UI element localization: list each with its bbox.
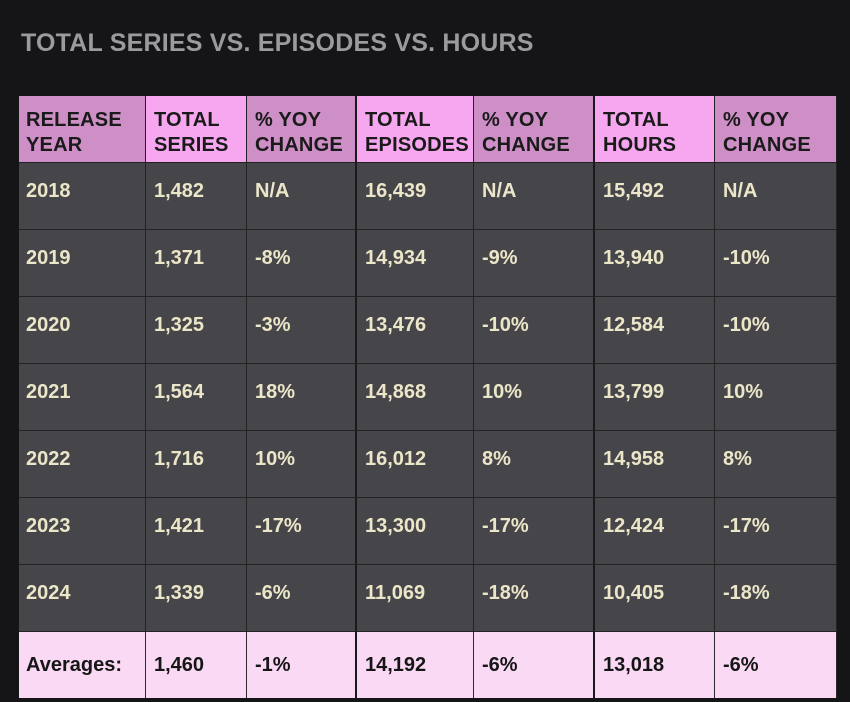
- table-cell: 16,439: [357, 163, 474, 230]
- column-header: % YOY CHANGE: [247, 96, 357, 163]
- table-cell: 12,424: [595, 498, 715, 565]
- average-cell: 13,018: [595, 632, 715, 698]
- table-cell: -10%: [715, 297, 837, 364]
- table-cell: -10%: [715, 230, 837, 297]
- averages-label: Averages:: [19, 632, 146, 698]
- row-year-cell: 2024: [19, 565, 146, 632]
- table-cell: 13,476: [357, 297, 474, 364]
- table-cell: -18%: [474, 565, 595, 632]
- table-cell: 10,405: [595, 565, 715, 632]
- table-cell: 13,799: [595, 364, 715, 431]
- table-cell: N/A: [715, 163, 837, 230]
- row-year-cell: 2020: [19, 297, 146, 364]
- chart-title: TOTAL SERIES VS. EPISODES VS. HOURS: [21, 29, 534, 57]
- table-cell: 10%: [715, 364, 837, 431]
- table-cell: -3%: [247, 297, 357, 364]
- average-cell: -1%: [247, 632, 357, 698]
- column-header: TOTAL HOURS: [595, 96, 715, 163]
- column-header: RELEASE YEAR: [19, 96, 146, 163]
- table-cell: 14,958: [595, 431, 715, 498]
- data-table: RELEASE YEAR TOTAL SERIES% YOY CHANGE TOTA…: [19, 96, 837, 698]
- table-cell: 8%: [715, 431, 837, 498]
- table-cell: -17%: [715, 498, 837, 565]
- average-cell: -6%: [715, 632, 837, 698]
- table-cell: 1,564: [146, 364, 247, 431]
- table-cell: 10%: [247, 431, 357, 498]
- table-cell: -8%: [247, 230, 357, 297]
- row-year-cell: 2019: [19, 230, 146, 297]
- table-cell: 15,492: [595, 163, 715, 230]
- table-cell: 12,584: [595, 297, 715, 364]
- table-cell: -6%: [247, 565, 357, 632]
- table-cell: 14,934: [357, 230, 474, 297]
- row-year-cell: 2022: [19, 431, 146, 498]
- average-cell: 14,192: [357, 632, 474, 698]
- table-cell: 18%: [247, 364, 357, 431]
- table-cell: N/A: [247, 163, 357, 230]
- column-header: TOTAL SERIES: [146, 96, 247, 163]
- column-header: % YOY CHANGE: [715, 96, 837, 163]
- table-cell: 13,300: [357, 498, 474, 565]
- table-cell: -9%: [474, 230, 595, 297]
- table-cell: -17%: [247, 498, 357, 565]
- table-cell: 1,325: [146, 297, 247, 364]
- table-cell: 1,716: [146, 431, 247, 498]
- column-header: TOTAL EPISODES: [357, 96, 474, 163]
- table-cell: 10%: [474, 364, 595, 431]
- row-year-cell: 2021: [19, 364, 146, 431]
- table-cell: 1,421: [146, 498, 247, 565]
- table-cell: 8%: [474, 431, 595, 498]
- average-cell: 1,460: [146, 632, 247, 698]
- average-cell: -6%: [474, 632, 595, 698]
- table-cell: -17%: [474, 498, 595, 565]
- table-cell: 1,371: [146, 230, 247, 297]
- row-year-cell: 2018: [19, 163, 146, 230]
- column-header: % YOY CHANGE: [474, 96, 595, 163]
- row-year-cell: 2023: [19, 498, 146, 565]
- table-cell: -10%: [474, 297, 595, 364]
- table-cell: 11,069: [357, 565, 474, 632]
- table-cell: 14,868: [357, 364, 474, 431]
- table-cell: 16,012: [357, 431, 474, 498]
- table-cell: 13,940: [595, 230, 715, 297]
- table-cell: N/A: [474, 163, 595, 230]
- table-cell: -18%: [715, 565, 837, 632]
- table-cell: 1,482: [146, 163, 247, 230]
- table-cell: 1,339: [146, 565, 247, 632]
